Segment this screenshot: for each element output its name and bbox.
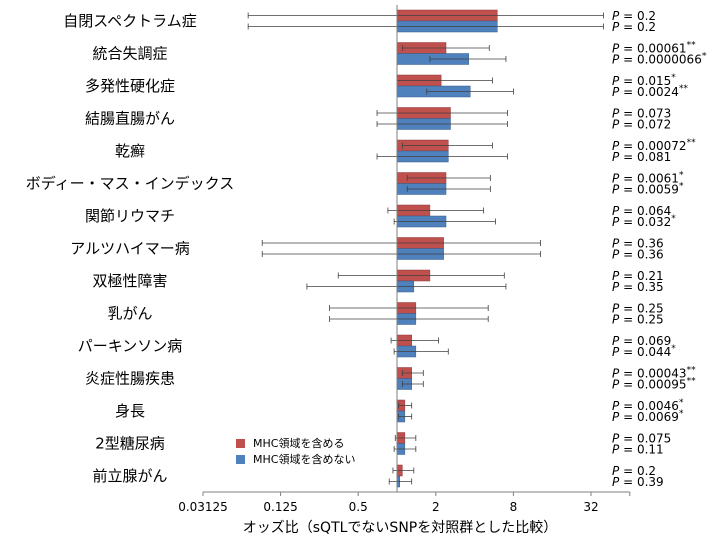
category-label: 乾癬 — [115, 142, 145, 160]
p-value-label: P = 0.00061** — [612, 41, 696, 56]
p-value-label: P = 0.081 — [612, 150, 671, 164]
p-value-label: P = 0.00095** — [612, 377, 696, 392]
p-value-label: P = 0.0024** — [612, 84, 688, 99]
category-label: パーキンソン病 — [78, 337, 183, 355]
category-label: 自閉スペクトラム症 — [63, 12, 197, 30]
p-value-label: P = 0.044* — [612, 344, 676, 359]
p-value-label: P = 0.0046* — [612, 398, 684, 413]
x-axis-title: オッズ比（sQTLでないSNPを対照群とした比較） — [243, 520, 557, 536]
p-value-label: P = 0.2 — [612, 9, 656, 23]
x-tick-label: 0.125 — [263, 500, 297, 514]
legend-swatch — [236, 439, 245, 448]
p-value-label: P = 0.2 — [612, 464, 656, 478]
category-label: 統合失調症 — [92, 45, 167, 63]
p-value-label: P = 0.25 — [612, 302, 664, 316]
category-label: 前立腺がん — [92, 467, 167, 485]
p-value-label: P = 0.075 — [612, 432, 671, 446]
x-tick-label: 8 — [510, 500, 518, 514]
p-value-labels: P = 0.2P = 0.2P = 0.00061**P = 0.0000066… — [612, 9, 707, 489]
category-labels: 自閉スペクトラム症統合失調症多発性硬化症結腸直腸がん乾癬ボディー・マス・インデッ… — [26, 12, 235, 485]
error-bars-layer — [247, 12, 604, 485]
x-tick-label: 0.03125 — [178, 500, 228, 514]
p-value-label: P = 0.0059* — [612, 182, 684, 197]
p-value-label: P = 0.36 — [612, 248, 664, 262]
p-value-label: P = 0.073 — [612, 107, 671, 121]
category-label: 2型糖尿病 — [95, 435, 165, 453]
category-label: 乳がん — [107, 305, 152, 323]
p-value-label: P = 0.0069* — [612, 409, 684, 424]
category-label: ボディー・マス・インデックス — [26, 175, 235, 193]
x-tick-label: 0.5 — [349, 500, 368, 514]
legend-label: MHC領域を含めない — [253, 452, 355, 466]
legend: MHC領域を含める MHC領域を含めない — [236, 436, 355, 466]
category-label: 双極性障害 — [92, 272, 167, 290]
p-value-label: P = 0.36 — [612, 237, 664, 251]
p-value-label: P = 0.25 — [612, 313, 664, 327]
category-label: 身長 — [115, 402, 145, 420]
x-axis: 0.03125 0.125 0.5 2 8 32 — [178, 491, 631, 514]
category-label: 多発性硬化症 — [85, 77, 175, 95]
p-value-label: P = 0.2 — [612, 20, 656, 34]
legend-swatch — [236, 455, 245, 464]
category-label: 関節リウマチ — [85, 207, 175, 225]
p-value-label: P = 0.35 — [612, 280, 664, 294]
category-label: アルツハイマー病 — [70, 240, 190, 258]
p-value-label: P = 0.069 — [612, 334, 671, 348]
x-tick-label: 32 — [583, 500, 598, 514]
p-value-label: P = 0.39 — [612, 475, 664, 489]
category-label: 炎症性腸疾患 — [85, 370, 175, 388]
p-value-label: P = 0.032* — [612, 214, 676, 229]
p-value-label: P = 0.072 — [612, 118, 671, 132]
p-value-label: P = 0.21 — [612, 269, 664, 283]
p-value-label: P = 0.0000066** — [612, 52, 707, 67]
legend-label: MHC領域を含める — [253, 436, 344, 450]
p-value-label: P = 0.00072** — [612, 138, 696, 153]
p-value-label: P = 0.064 — [612, 204, 671, 218]
p-value-label: P = 0.015* — [612, 73, 676, 88]
category-label: 結腸直腸がん — [85, 110, 175, 128]
p-value-label: P = 0.11 — [612, 443, 664, 457]
p-value-label: P = 0.0061* — [612, 171, 684, 186]
p-value-label: P = 0.00043** — [612, 366, 696, 381]
x-tick-label: 2 — [432, 500, 440, 514]
